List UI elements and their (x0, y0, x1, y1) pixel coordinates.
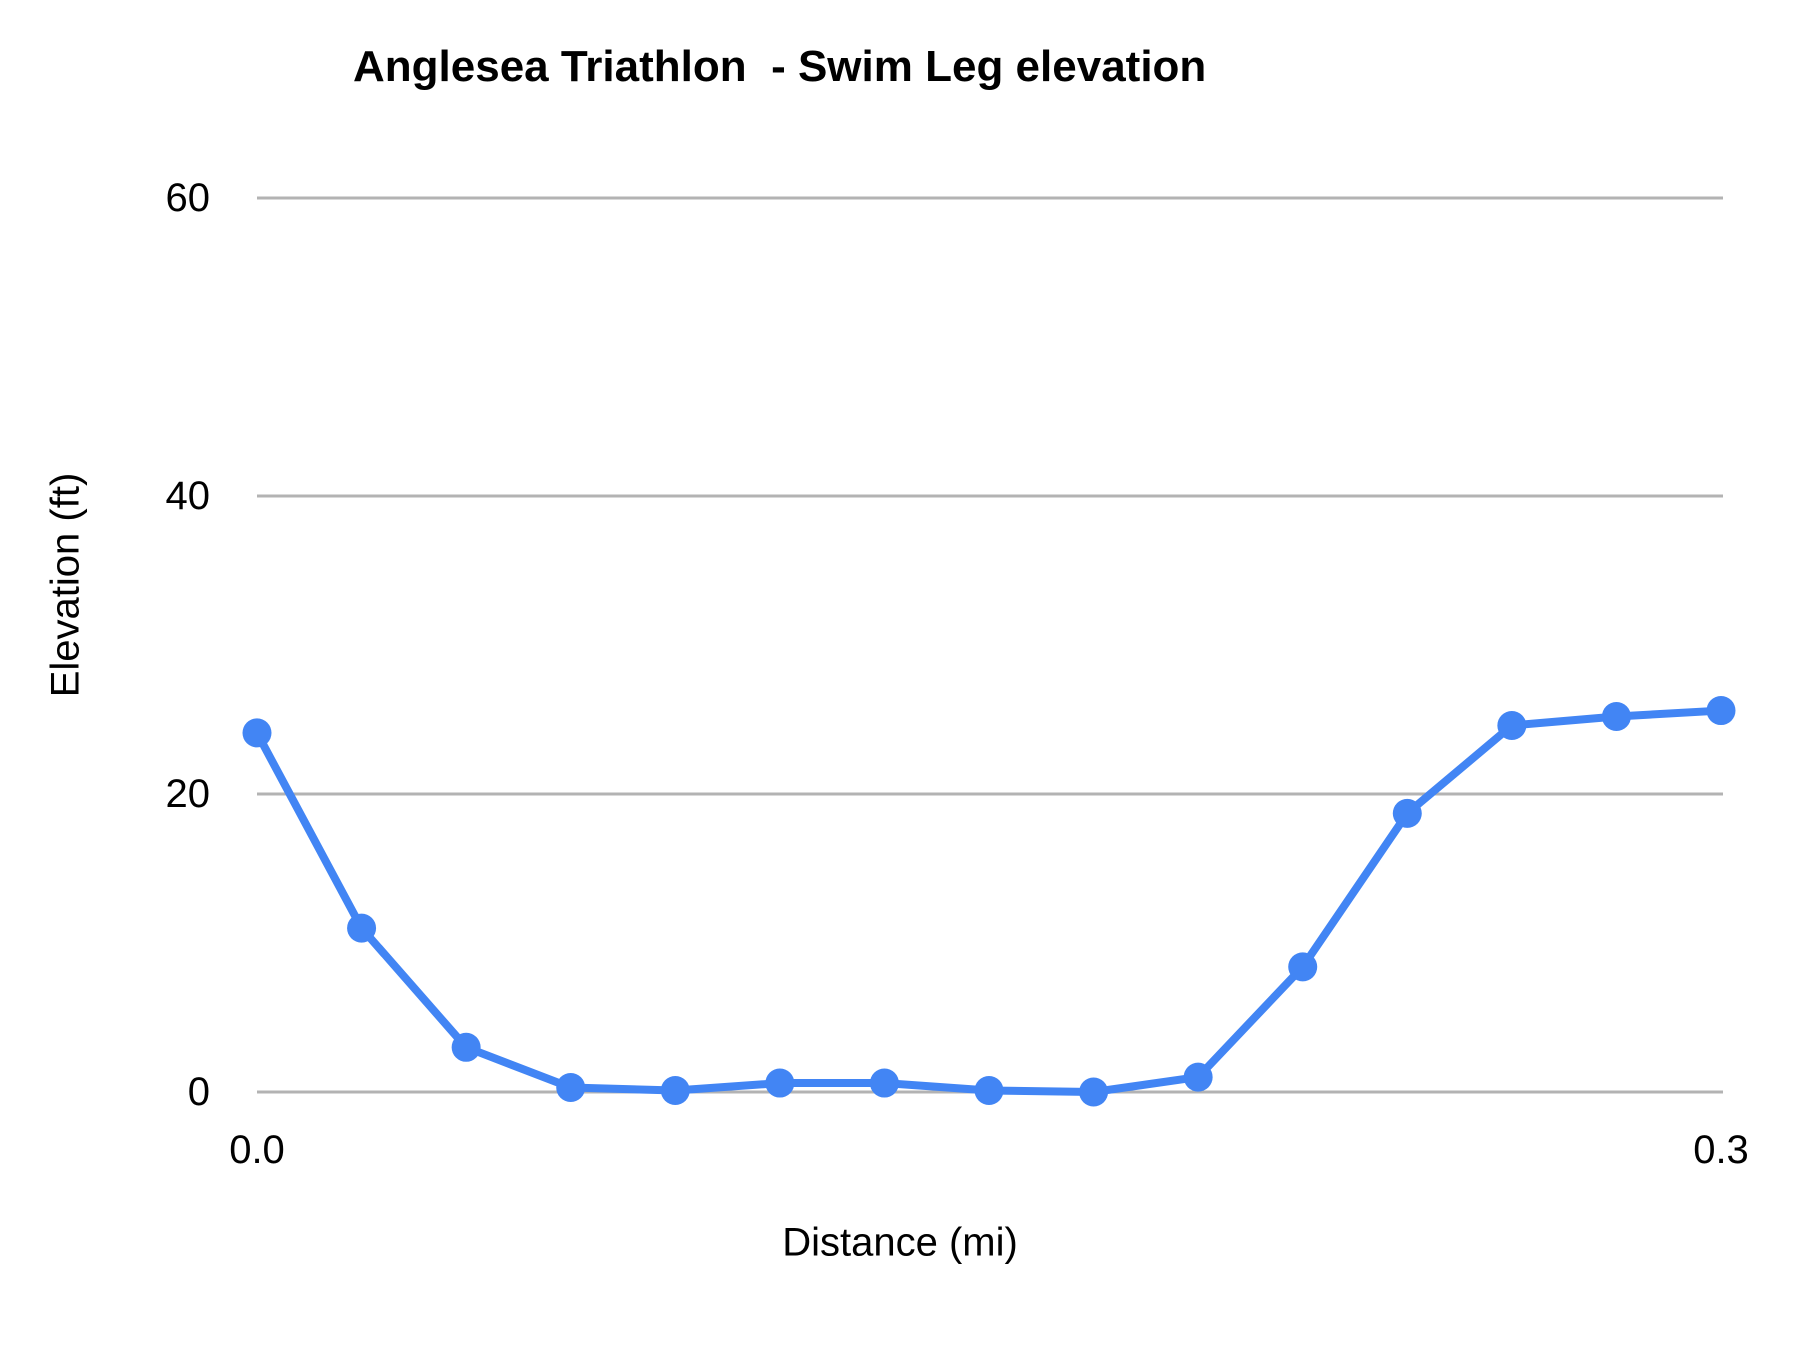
x-tick-label-0.0: 0.0 (229, 1128, 285, 1172)
data-point-11 (1392, 798, 1422, 828)
data-point-12 (1497, 710, 1527, 740)
chart-title: Anglesea Triathlon - Swim Leg elevation (353, 42, 1207, 91)
data-point-6 (869, 1068, 899, 1098)
data-point-10 (1288, 952, 1318, 982)
data-point-4 (660, 1076, 690, 1106)
y-tick-label-0: 0 (187, 1070, 210, 1114)
x-axis-title: Distance (mi) (782, 1220, 1018, 1265)
data-point-5 (765, 1068, 795, 1098)
data-point-14 (1706, 696, 1736, 726)
data-point-13 (1601, 702, 1631, 732)
y-tick-label-40: 40 (165, 474, 211, 518)
data-point-7 (974, 1076, 1004, 1106)
data-point-2 (451, 1032, 481, 1062)
x-tick-label-0.3: 0.3 (1693, 1128, 1749, 1172)
y-tick-label-20: 20 (165, 772, 211, 816)
y-tick-label-60: 60 (165, 176, 211, 220)
data-point-8 (1079, 1077, 1109, 1107)
data-point-9 (1183, 1062, 1213, 1092)
data-point-3 (556, 1073, 586, 1103)
elevation-line (253, 706, 1725, 1096)
data-point-0 (242, 718, 272, 748)
data-point-1 (347, 913, 377, 943)
